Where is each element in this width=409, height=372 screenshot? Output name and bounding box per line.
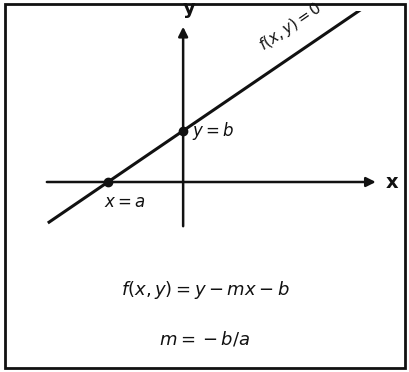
Text: $y = b$: $y = b$ (192, 120, 234, 142)
Text: $f(x,y) = y - mx - b$: $f(x,y) = y - mx - b$ (120, 279, 289, 301)
Text: $\mathbf{y}$: $\mathbf{y}$ (182, 1, 196, 20)
Text: $\mathbf{x}$: $\mathbf{x}$ (384, 173, 398, 192)
Text: $m = -b/a$: $m = -b/a$ (159, 329, 250, 348)
Text: $x = a$: $x = a$ (104, 193, 146, 211)
Text: $f(x,y) = 0$: $f(x,y) = 0$ (255, 0, 325, 55)
